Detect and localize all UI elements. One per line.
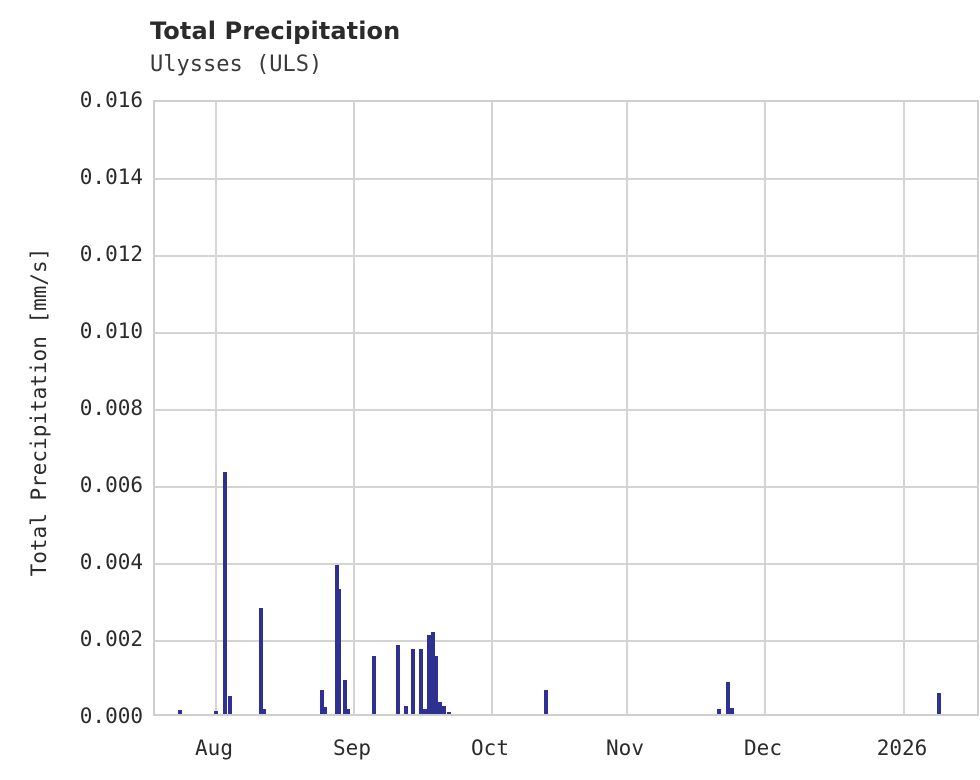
y-axis-tick-label: 0.004: [79, 550, 143, 574]
x-axis-tick-label: Aug: [195, 736, 233, 760]
bar: [423, 709, 427, 714]
bar: [259, 608, 263, 714]
x-axis-tick-label: Nov: [606, 736, 644, 760]
bar: [431, 632, 435, 714]
bar: [411, 648, 415, 714]
bar: [937, 692, 941, 714]
y-axis-tick-label: 0.008: [79, 396, 143, 420]
gridline-horizontal: [155, 178, 977, 180]
gridline-vertical: [353, 102, 355, 714]
bar: [726, 682, 730, 714]
x-axis-tick-label: Dec: [744, 736, 782, 760]
bar: [262, 709, 266, 714]
bar: [396, 645, 400, 714]
bar: [404, 705, 408, 714]
x-axis-tick-label: Oct: [471, 736, 509, 760]
bar: [372, 656, 376, 714]
gridline-vertical: [491, 102, 493, 714]
plot-area: [153, 100, 979, 716]
chart-subtitle: Ulysses (ULS): [150, 52, 323, 77]
bar: [427, 635, 431, 714]
y-axis-tick-label: 0.010: [79, 319, 143, 343]
gridline-horizontal: [155, 640, 977, 642]
y-axis-tick-label: 0.006: [79, 473, 143, 497]
y-axis-tick-labels: 0.000 0.002 0.004 0.006 0.008 0.010 0.012 0.014…: [0, 0, 143, 780]
y-axis-tick-label: 0.016: [79, 88, 143, 112]
y-axis-tick-label: 0.000: [79, 704, 143, 728]
y-axis-tick-label: 0.002: [79, 627, 143, 651]
bar: [214, 710, 218, 714]
gridline-horizontal: [155, 563, 977, 565]
x-axis-tick-label: 2026: [876, 736, 928, 760]
gridline-vertical: [903, 102, 905, 714]
gridline-horizontal: [155, 409, 977, 411]
bar: [717, 709, 721, 714]
bar: [419, 649, 423, 714]
y-axis-tick-label: 0.014: [79, 165, 143, 189]
bar: [346, 709, 350, 714]
plot-inner: [155, 102, 977, 714]
gridline-horizontal: [155, 255, 977, 257]
bar: [320, 690, 324, 714]
bar: [442, 705, 446, 714]
bar: [447, 711, 451, 714]
bar: [438, 702, 442, 714]
y-axis-tick-label: 0.012: [79, 242, 143, 266]
bar: [323, 707, 327, 714]
bar: [730, 707, 734, 714]
bar: [228, 696, 232, 714]
gridline-vertical: [626, 102, 628, 714]
x-axis-tick-label: Sep: [333, 736, 371, 760]
bar: [544, 690, 548, 714]
gridline-horizontal: [155, 486, 977, 488]
bar: [178, 710, 182, 714]
gridline-vertical: [764, 102, 766, 714]
bar: [337, 588, 341, 714]
bar: [223, 472, 227, 714]
gridline-vertical: [215, 102, 217, 714]
gridline-horizontal: [155, 332, 977, 334]
page-title: Total Precipitation: [150, 17, 401, 45]
bar: [434, 656, 438, 714]
bar: [343, 680, 347, 714]
